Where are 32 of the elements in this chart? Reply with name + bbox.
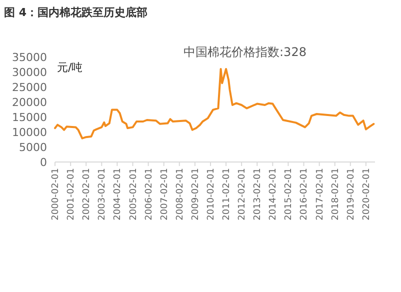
x-tick-label: 2007-02-01	[160, 168, 170, 220]
y-tick-label: 10000	[12, 126, 47, 139]
y-tick-label: 20000	[12, 96, 47, 109]
x-tick-label: 2014-02-01	[268, 168, 279, 220]
x-tick-label: 2006-02-01	[144, 168, 154, 220]
x-tick-label: 2019-02-01	[346, 168, 356, 220]
x-tick-label: 2000-02-01	[51, 168, 61, 220]
x-tick-label: 2009-02-01	[190, 168, 201, 220]
x-tick-label: 2011-02-01	[222, 168, 232, 220]
x-tick-label: 2004-02-01	[113, 168, 124, 220]
y-tick-label: 15000	[12, 111, 47, 124]
y-tick-label: 5000	[19, 141, 47, 154]
x-tick-label: 2001-02-01	[66, 168, 77, 220]
x-tick-label: 2020-02-01	[362, 168, 372, 220]
chart-subtitle: 中国棉花价格指数:328	[184, 45, 306, 59]
x-tick-label: 2016-02-01	[300, 168, 310, 220]
x-tick-label: 2002-02-01	[82, 168, 92, 220]
x-tick-label: 2017-02-01	[315, 168, 326, 220]
x-tick-label: 2005-02-01	[128, 168, 139, 220]
y-tick-label: 35000	[12, 51, 47, 64]
x-tick-label: 2008-02-01	[175, 168, 186, 220]
y-tick-label: 30000	[12, 66, 47, 79]
x-tick-label: 2018-02-01	[330, 168, 341, 220]
y-axis-title: 元/吨	[57, 61, 83, 74]
x-tick-label: 2003-02-01	[98, 168, 108, 220]
x-tick-label: 2010-02-01	[206, 168, 216, 220]
y-tick-label: 0	[40, 156, 47, 169]
x-tick-label: 2015-02-01	[284, 168, 294, 220]
x-tick-label: 2012-02-01	[238, 168, 248, 220]
chart-title: 图 4：国内棉花跌至历史底部	[4, 6, 148, 19]
x-tick-label: 2013-02-01	[253, 168, 264, 220]
y-tick-label: 25000	[12, 81, 47, 94]
